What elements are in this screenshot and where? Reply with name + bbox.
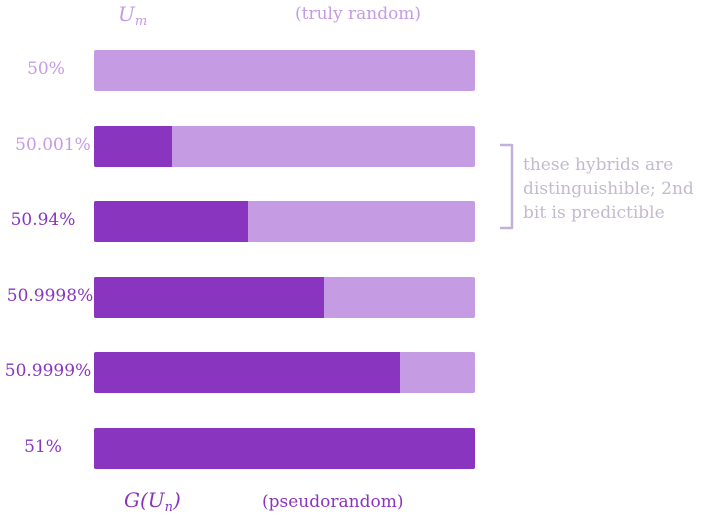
- top-math-subscript: m: [134, 14, 148, 29]
- row-label: 51%: [24, 437, 62, 457]
- top-math-base: U: [118, 2, 135, 26]
- top-caption: (truly random): [295, 4, 422, 24]
- hybrid-bar: [94, 277, 475, 318]
- pseudorandom-fill: [94, 201, 249, 242]
- hybrid-bar: [94, 428, 475, 469]
- hybrid-bar: [94, 201, 475, 242]
- bottom-math-post: ): [173, 488, 181, 512]
- pseudorandom-fill: [94, 126, 173, 167]
- top-math-label: Um: [118, 2, 148, 29]
- bottom-math-subscript: n: [164, 500, 174, 515]
- row-label: 50%: [27, 59, 65, 79]
- row-label: 50.94%: [10, 210, 76, 230]
- pseudorandom-fill: [94, 428, 475, 469]
- hybrid-bar: [94, 126, 475, 167]
- pseudorandom-fill: [94, 277, 325, 318]
- hybrid-bar: [94, 352, 475, 393]
- bottom-math-pre: G(U: [124, 488, 165, 512]
- annotation-line-2: distinguishible; 2nd: [523, 179, 694, 199]
- row-label: 50.9998%: [6, 286, 94, 306]
- annotation-line-3: bit is predictible: [523, 203, 665, 223]
- bracket-icon: [500, 143, 514, 230]
- hybrid-bar: [94, 50, 475, 91]
- annotation-line-1: these hybrids are: [523, 155, 674, 175]
- annotation: these hybrids are distinguishible; 2nd b…: [523, 153, 694, 225]
- bottom-caption: (pseudorandom): [262, 492, 404, 512]
- row-label: 50.001%: [15, 135, 91, 155]
- bottom-math-label: G(Un): [124, 488, 181, 515]
- pseudorandom-fill: [94, 352, 400, 393]
- row-label: 50.9999%: [4, 361, 92, 381]
